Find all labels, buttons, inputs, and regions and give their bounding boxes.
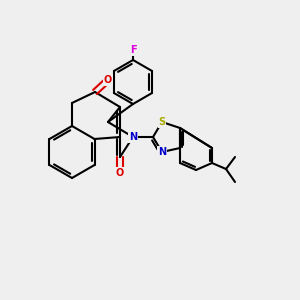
Text: O: O	[104, 75, 112, 85]
Text: F: F	[130, 45, 136, 55]
Text: N: N	[129, 132, 137, 142]
Text: S: S	[158, 117, 166, 127]
Text: O: O	[116, 168, 124, 178]
Text: N: N	[158, 147, 166, 157]
